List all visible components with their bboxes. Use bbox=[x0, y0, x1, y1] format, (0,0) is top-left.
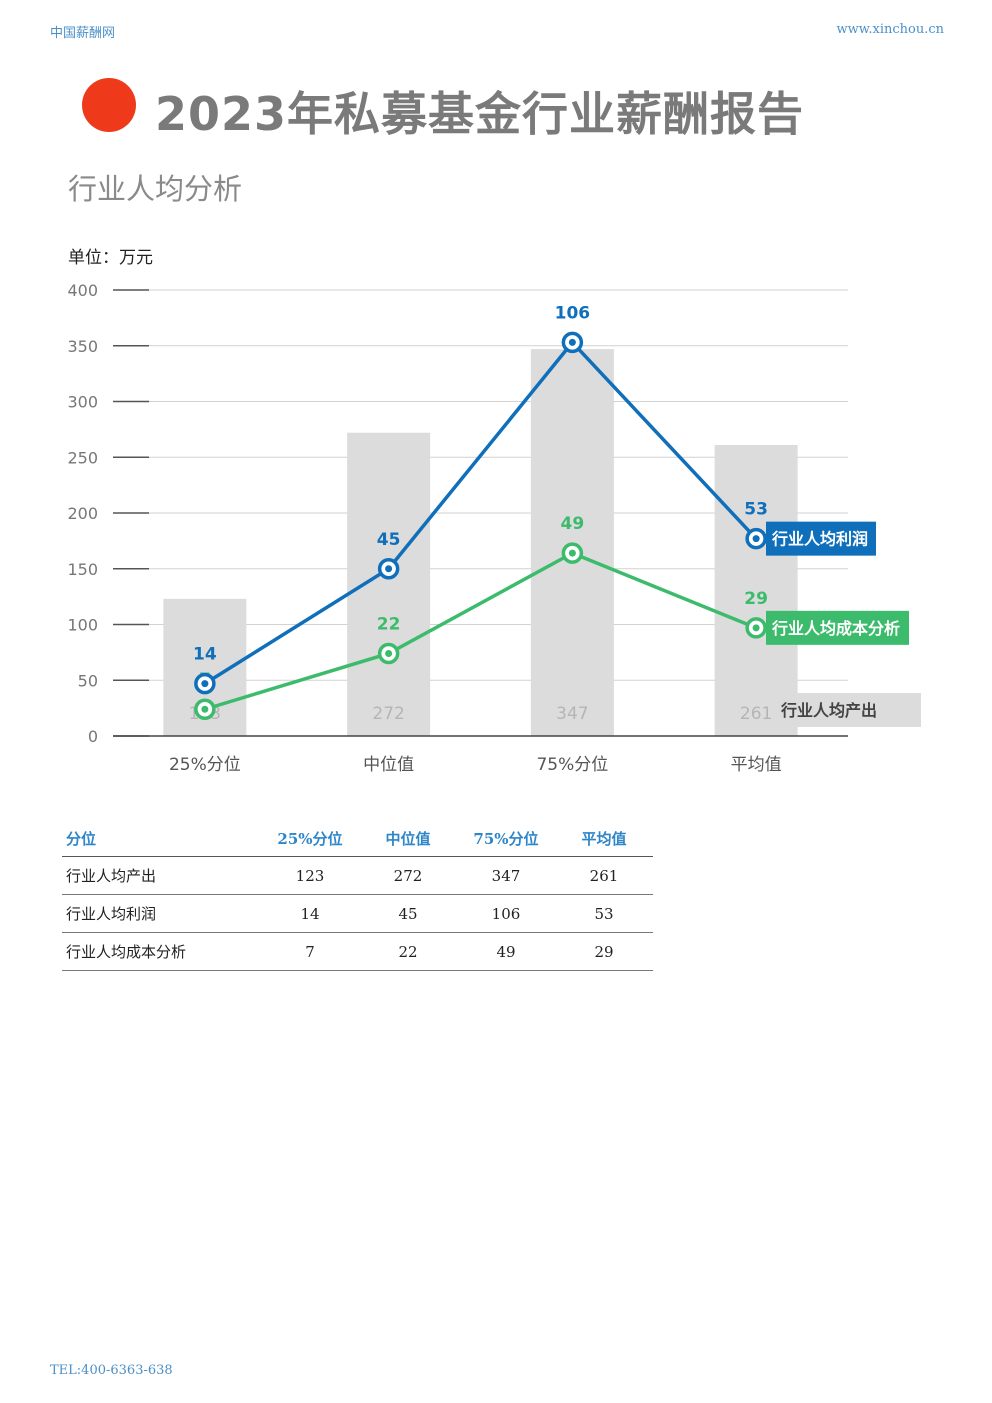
table-cell: 49 bbox=[457, 932, 555, 971]
bar-value-label: 347 bbox=[556, 704, 588, 724]
table-cell: 261 bbox=[555, 856, 653, 895]
data-label: 29 bbox=[744, 589, 768, 609]
series-tag-label: 行业人均成本分析 bbox=[771, 619, 900, 638]
series-line bbox=[203, 340, 758, 686]
x-tick-label: 中位值 bbox=[363, 755, 414, 775]
table-cell: 123 bbox=[261, 856, 359, 895]
y-tick-label: 300 bbox=[67, 393, 98, 412]
bar bbox=[347, 432, 431, 736]
table-header: 25%分位 bbox=[261, 820, 359, 857]
bar-value-label: 272 bbox=[372, 704, 404, 724]
data-label: 22 bbox=[377, 614, 401, 634]
data-point-center bbox=[385, 649, 393, 657]
table-cell: 行业人均成本分析 bbox=[62, 932, 261, 971]
series-tag bbox=[775, 693, 921, 727]
table-cell: 行业人均利润 bbox=[62, 894, 261, 933]
y-tick-label: 400 bbox=[67, 281, 98, 300]
table-cell: 7 bbox=[261, 932, 359, 971]
x-tick-label: 25%分位 bbox=[169, 755, 241, 775]
series-line bbox=[204, 551, 757, 711]
site-name: 中国薪酬网 bbox=[50, 26, 116, 41]
table-cell: 22 bbox=[359, 932, 457, 971]
section-title: 行业人均分析 bbox=[68, 172, 243, 206]
table-cell: 14 bbox=[261, 894, 359, 933]
y-tick-label: 100 bbox=[67, 616, 98, 635]
series-tag bbox=[766, 521, 876, 556]
y-tick-label: 250 bbox=[67, 448, 98, 467]
table-cell: 45 bbox=[359, 894, 457, 933]
data-point-center bbox=[385, 565, 393, 573]
table-header: 分位 bbox=[62, 820, 261, 857]
data-point-center bbox=[752, 624, 760, 632]
table-header: 中位值 bbox=[359, 820, 457, 857]
series-tag bbox=[766, 610, 909, 645]
table-row: 行业人均成本分析 7 22 49 29 bbox=[62, 932, 653, 971]
y-tick-label: 200 bbox=[67, 504, 98, 523]
series-tag-label: 行业人均利润 bbox=[771, 530, 868, 549]
title-bullet-dot bbox=[82, 78, 136, 132]
table-header: 75%分位 bbox=[457, 820, 555, 857]
data-label: 53 bbox=[744, 500, 768, 520]
table-cell: 272 bbox=[359, 856, 457, 895]
table-cell: 106 bbox=[457, 894, 555, 933]
x-tick-label: 75%分位 bbox=[536, 755, 608, 775]
data-label: 49 bbox=[561, 514, 585, 534]
site-url[interactable]: www.xinchou.cn bbox=[836, 22, 944, 37]
unit-label: 单位：万元 bbox=[68, 248, 153, 268]
data-label: 14 bbox=[193, 645, 217, 665]
table-cell: 29 bbox=[555, 932, 653, 971]
data-table: 分位 25%分位 中位值 75%分位 平均值 行业人均产出 123 272 34… bbox=[62, 820, 653, 971]
table-cell: 行业人均产出 bbox=[62, 856, 261, 895]
data-point-center bbox=[201, 680, 209, 688]
bar bbox=[714, 444, 798, 736]
data-point-center bbox=[752, 535, 760, 543]
table-header-row: 分位 25%分位 中位值 75%分位 平均值 bbox=[62, 820, 653, 857]
y-tick-label: 50 bbox=[78, 671, 98, 690]
series-tag-label: 行业人均产出 bbox=[780, 701, 877, 720]
data-point-center bbox=[201, 705, 209, 713]
footer-phone: TEL:400-6363-638 bbox=[50, 1363, 173, 1378]
table-row: 行业人均利润 14 45 106 53 bbox=[62, 894, 653, 933]
table-header: 平均值 bbox=[555, 820, 653, 857]
bar-value-label: 261 bbox=[740, 704, 772, 724]
data-label: 45 bbox=[377, 530, 401, 550]
y-tick-label: 150 bbox=[67, 560, 98, 579]
data-point-center bbox=[568, 338, 576, 346]
table-row: 行业人均产出 123 272 347 261 bbox=[62, 856, 653, 895]
table-cell: 347 bbox=[457, 856, 555, 895]
y-tick-label: 0 bbox=[88, 727, 98, 746]
report-title: 2023年私募基金行业薪酬报告 bbox=[155, 87, 805, 141]
data-label: 106 bbox=[555, 303, 591, 323]
combo-chart: 05010015020025030035040012327234726125%分… bbox=[67, 281, 921, 775]
table-cell: 53 bbox=[555, 894, 653, 933]
y-tick-label: 350 bbox=[67, 337, 98, 356]
x-tick-label: 平均值 bbox=[731, 755, 782, 775]
data-point-center bbox=[568, 549, 576, 557]
